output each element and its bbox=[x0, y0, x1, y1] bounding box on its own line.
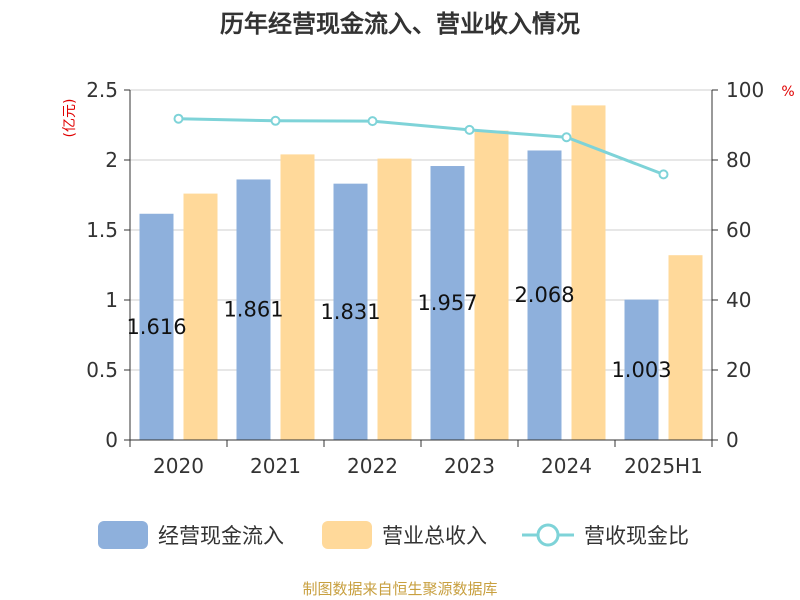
y-right-tick-label: 80 bbox=[726, 148, 751, 172]
legend-label-revenue: 营业总收入 bbox=[382, 524, 487, 548]
bar-data-label: 1.831 bbox=[320, 300, 380, 324]
y-left-unit: (亿元) bbox=[62, 99, 78, 138]
bar-revenue bbox=[571, 105, 606, 441]
bar-cash-inflow bbox=[527, 150, 562, 441]
ratio-point bbox=[270, 115, 281, 126]
x-tick-label: 2024 bbox=[541, 454, 592, 478]
legend-label-ratio: 营收现金比 bbox=[584, 524, 689, 548]
ratio-line bbox=[173, 113, 669, 180]
bar-revenue bbox=[668, 255, 703, 440]
bar-cash-inflow bbox=[333, 183, 368, 440]
y-right-tick-label: 40 bbox=[726, 288, 751, 312]
x-tick-label: 2023 bbox=[444, 454, 495, 478]
x-tick-label: 2022 bbox=[347, 454, 398, 478]
data-labels: 1.616 1.861 1.831 1.957 2.068 1.003 bbox=[126, 283, 671, 382]
y-right-tick-label: 60 bbox=[726, 218, 751, 242]
ratio-point bbox=[658, 169, 669, 180]
y-left-tick-label: 1 bbox=[105, 288, 118, 312]
ratio-point bbox=[464, 124, 475, 135]
bar-data-label: 1.957 bbox=[417, 291, 477, 315]
y-right-tick-label: 20 bbox=[726, 358, 751, 382]
ratio-line-path bbox=[178, 117, 665, 176]
y-left-tick-label: 2.5 bbox=[86, 78, 118, 102]
x-tick-label: 2025H1 bbox=[624, 454, 703, 478]
bar-revenue bbox=[377, 158, 412, 440]
y-left-tick-label: 2 bbox=[105, 148, 118, 172]
bars bbox=[139, 105, 703, 441]
ratio-point bbox=[367, 116, 378, 127]
bar-cash-inflow bbox=[139, 213, 174, 440]
bar-data-label: 1.616 bbox=[126, 315, 186, 339]
legend-label-cash-inflow: 经营现金流入 bbox=[158, 524, 284, 548]
y-left-tick-label: 0.5 bbox=[86, 358, 118, 382]
bar-revenue bbox=[183, 193, 218, 440]
y-right-unit: % bbox=[781, 84, 794, 100]
y-right-tick-label: 100 bbox=[726, 78, 764, 102]
ratio-point bbox=[561, 132, 572, 143]
axes: 0 0.5 1 1.5 2 2.5 0 20 40 60 80 100 2020 2021 2022 2023… bbox=[86, 78, 764, 478]
legend-marker-ratio bbox=[536, 523, 560, 547]
bar-revenue bbox=[474, 130, 509, 440]
legend-swatch-revenue bbox=[322, 521, 372, 549]
bar-data-label: 1.861 bbox=[223, 298, 283, 322]
y-left-tick-label: 0 bbox=[105, 428, 118, 452]
y-left-tick-label: 1.5 bbox=[86, 218, 118, 242]
legend-swatch-cash-inflow bbox=[98, 521, 148, 549]
bar-revenue bbox=[280, 154, 315, 440]
chart-title: 历年经营现金流入、营业收入情况 bbox=[220, 10, 580, 38]
x-tick-label: 2021 bbox=[250, 454, 301, 478]
legend: 经营现金流入 营业总收入 营收现金比 bbox=[98, 521, 689, 549]
ratio-point bbox=[173, 113, 184, 124]
bar-cash-inflow bbox=[430, 166, 465, 440]
bar-cash-inflow bbox=[624, 299, 659, 440]
gridlines bbox=[130, 89, 712, 371]
y-right-tick-label: 0 bbox=[726, 428, 739, 452]
source-note: 制图数据来自恒生聚源数据库 bbox=[302, 580, 497, 598]
bar-cash-inflow bbox=[236, 179, 271, 440]
x-tick-label: 2020 bbox=[153, 454, 204, 478]
bar-data-label: 1.003 bbox=[611, 358, 671, 382]
bar-data-label: 2.068 bbox=[514, 283, 574, 307]
